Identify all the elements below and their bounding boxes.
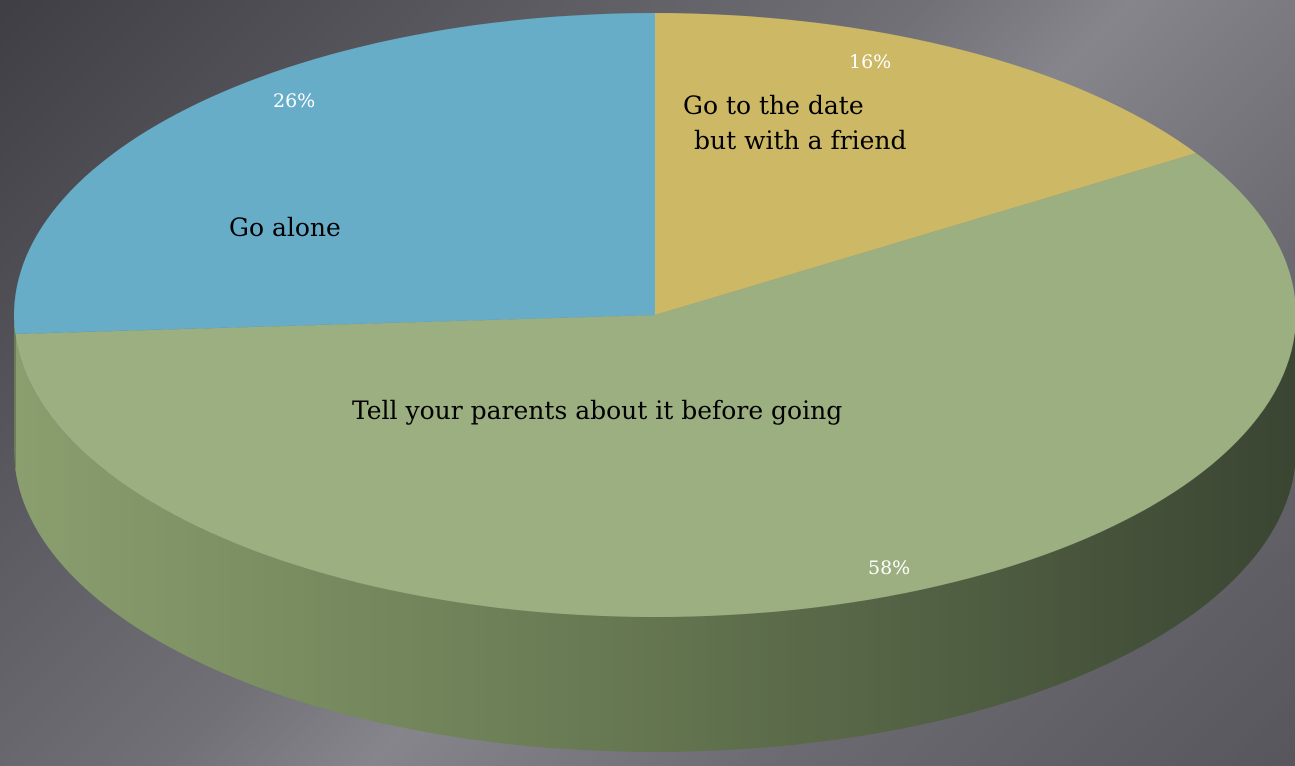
percent-label-friend: 16%: [849, 51, 891, 73]
slice-alone: [13, 13, 655, 334]
slice-label-friend-line1: Go to the date: [683, 91, 864, 120]
percent-label-parents: 58%: [868, 557, 910, 579]
pie-slices: [13, 13, 1295, 752]
slice-parents-side: [15, 331, 1295, 752]
percent-label-alone: 26%: [273, 90, 315, 112]
slice-label-friend-line2: but with a friend: [694, 126, 907, 155]
slice-label-parents: Tell your parents about it before going: [352, 396, 842, 425]
slice-parents: [15, 153, 1295, 618]
slice-label-alone: Go alone: [229, 213, 341, 242]
slice-alone-side: [14, 315, 16, 469]
slice-friend: [655, 13, 1197, 315]
